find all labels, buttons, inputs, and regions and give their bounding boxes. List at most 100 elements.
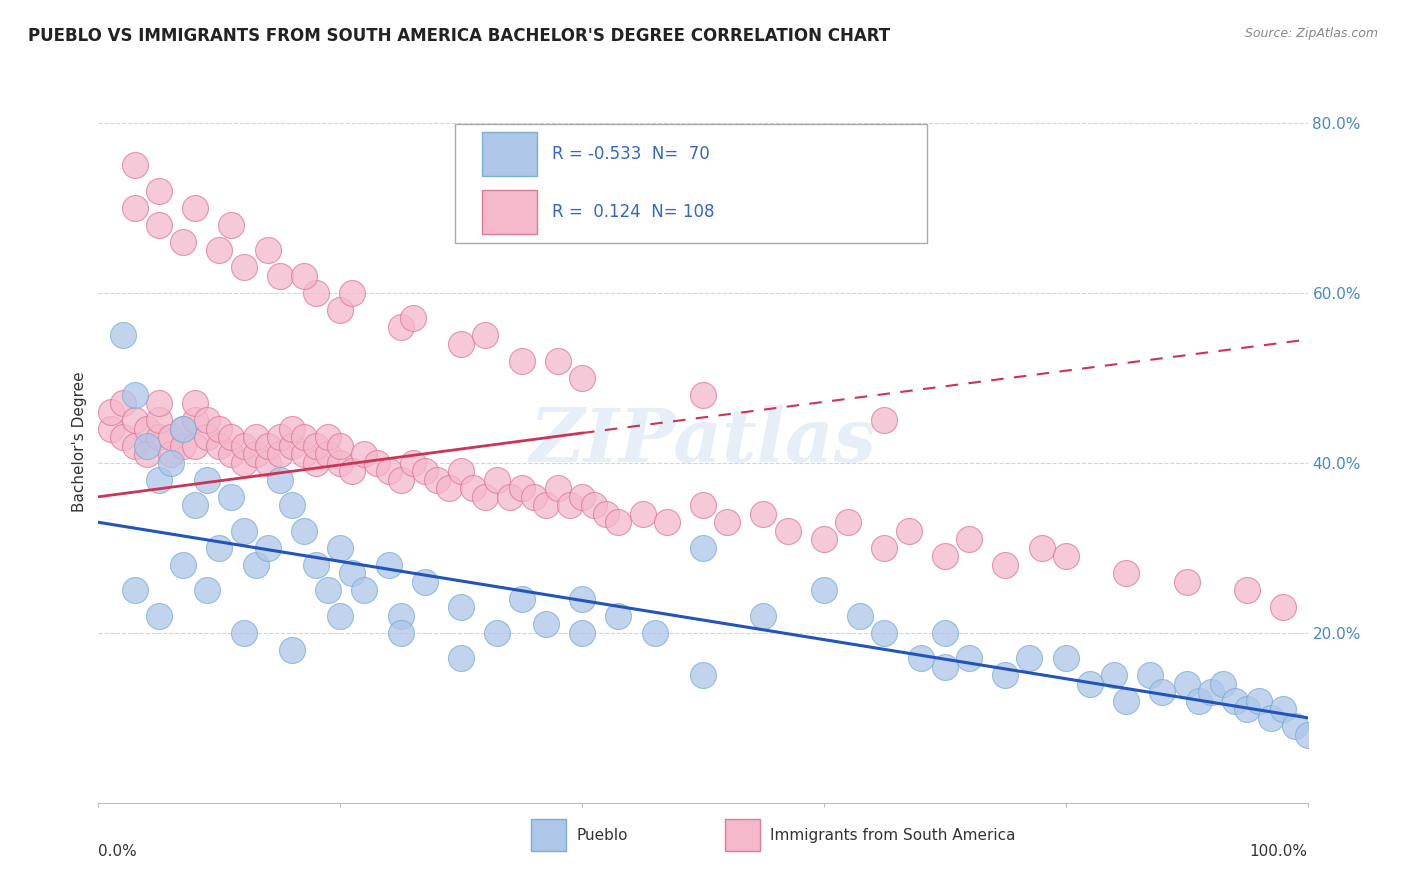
Point — [402, 456, 425, 470]
Point — [292, 524, 315, 538]
Point — [873, 541, 896, 555]
Point — [135, 422, 157, 436]
Point — [245, 447, 267, 461]
Point — [221, 430, 243, 444]
Point — [377, 558, 399, 572]
Point — [1102, 668, 1125, 682]
Text: ZIPatlas: ZIPatlas — [530, 405, 876, 478]
FancyBboxPatch shape — [482, 132, 537, 177]
Point — [474, 490, 496, 504]
Point — [281, 498, 304, 512]
Point — [256, 456, 278, 470]
Point — [1199, 685, 1222, 699]
Point — [498, 490, 520, 504]
Point — [208, 244, 231, 258]
Point — [571, 625, 593, 640]
Point — [148, 473, 170, 487]
Point — [1296, 728, 1319, 742]
Point — [148, 218, 170, 232]
Point — [1284, 719, 1306, 733]
Point — [377, 464, 399, 478]
Point — [366, 456, 388, 470]
Point — [595, 507, 617, 521]
Point — [221, 490, 243, 504]
Point — [316, 430, 339, 444]
Point — [232, 260, 254, 275]
Point — [413, 574, 436, 589]
Point — [124, 439, 146, 453]
Point — [232, 625, 254, 640]
Point — [292, 447, 315, 461]
Point — [292, 268, 315, 283]
Point — [172, 422, 194, 436]
Point — [124, 158, 146, 172]
Point — [1223, 694, 1246, 708]
Point — [172, 439, 194, 453]
Point — [1078, 677, 1101, 691]
Point — [450, 336, 472, 351]
Point — [256, 244, 278, 258]
Point — [692, 388, 714, 402]
Point — [281, 642, 304, 657]
Point — [342, 566, 364, 581]
Point — [305, 558, 328, 572]
Point — [256, 541, 278, 555]
Point — [402, 311, 425, 326]
Point — [813, 583, 835, 598]
Point — [342, 464, 364, 478]
Point — [644, 625, 666, 640]
Text: R = -0.533  N=  70: R = -0.533 N= 70 — [551, 145, 710, 163]
Point — [1139, 668, 1161, 682]
Point — [1115, 694, 1137, 708]
Point — [135, 439, 157, 453]
Point — [957, 533, 980, 547]
Point — [655, 516, 678, 530]
Text: 100.0%: 100.0% — [1250, 845, 1308, 860]
Point — [245, 430, 267, 444]
Point — [450, 464, 472, 478]
Point — [148, 396, 170, 410]
Point — [329, 541, 352, 555]
Point — [160, 430, 183, 444]
Point — [1236, 702, 1258, 716]
Point — [994, 668, 1017, 682]
Point — [111, 430, 134, 444]
Point — [813, 533, 835, 547]
Point — [957, 651, 980, 665]
Point — [1188, 694, 1211, 708]
Point — [510, 591, 533, 606]
Point — [1054, 651, 1077, 665]
Point — [135, 447, 157, 461]
Point — [389, 608, 412, 623]
Point — [353, 583, 375, 598]
Point — [305, 285, 328, 300]
Point — [1115, 566, 1137, 581]
Y-axis label: Bachelor's Degree: Bachelor's Degree — [72, 371, 87, 512]
Point — [1272, 600, 1295, 615]
Point — [486, 473, 509, 487]
Point — [221, 447, 243, 461]
FancyBboxPatch shape — [531, 820, 567, 851]
Point — [389, 473, 412, 487]
Text: PUEBLO VS IMMIGRANTS FROM SOUTH AMERICA BACHELOR'S DEGREE CORRELATION CHART: PUEBLO VS IMMIGRANTS FROM SOUTH AMERICA … — [28, 27, 890, 45]
Point — [184, 201, 207, 215]
Point — [208, 439, 231, 453]
Point — [305, 439, 328, 453]
Point — [281, 422, 304, 436]
Point — [184, 439, 207, 453]
Point — [474, 328, 496, 343]
Point — [523, 490, 546, 504]
Text: 0.0%: 0.0% — [98, 845, 138, 860]
Point — [1249, 694, 1271, 708]
Point — [184, 498, 207, 512]
Point — [269, 268, 291, 283]
Point — [195, 583, 218, 598]
FancyBboxPatch shape — [482, 190, 537, 235]
Point — [148, 608, 170, 623]
Point — [316, 583, 339, 598]
Point — [184, 396, 207, 410]
FancyBboxPatch shape — [456, 124, 927, 243]
Point — [752, 507, 775, 521]
Point — [124, 388, 146, 402]
Point — [245, 558, 267, 572]
